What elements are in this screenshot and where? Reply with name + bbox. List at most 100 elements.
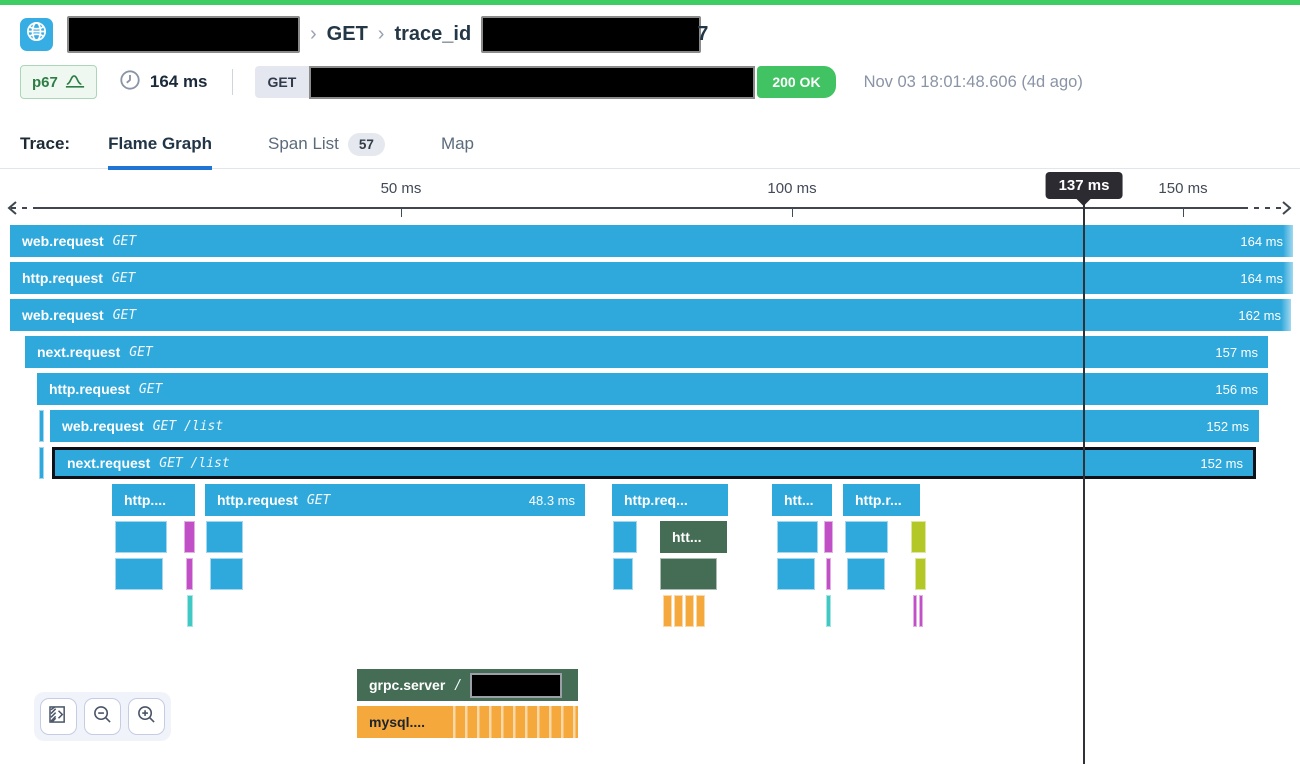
zoom-in-button[interactable] [128, 698, 165, 735]
span-bar[interactable] [777, 558, 815, 590]
span-resource: GET [112, 233, 137, 249]
zoom-out-button[interactable] [84, 698, 121, 735]
span-bar[interactable] [660, 558, 717, 590]
span-bar[interactable] [184, 521, 195, 553]
span-bar-web.request[interactable]: web.request GET /list 152 ms [50, 410, 1259, 442]
http-method-chip: GET [254, 66, 310, 98]
span-bar-next.request[interactable]: next.request GET /list 152 ms [52, 447, 1256, 479]
timeline-cursor-line[interactable] [1083, 200, 1085, 764]
clock-icon [119, 69, 141, 96]
ruler-tick-label: 150 ms [1158, 180, 1208, 197]
span-bar-htt...[interactable]: htt... [772, 484, 832, 516]
span-bar[interactable] [613, 558, 633, 590]
span-resource: GET [138, 381, 163, 397]
span-bar-http....[interactable]: http.... [112, 484, 195, 516]
span-bar[interactable] [915, 558, 926, 590]
span-bar[interactable] [826, 558, 831, 590]
tab-count-badge: 57 [347, 132, 385, 156]
span-resource: GET [111, 270, 136, 286]
span-duration: 152 ms [1200, 455, 1243, 471]
top-loading-bar [0, 0, 1300, 5]
span-bar-mysql....[interactable]: mysql.... [357, 706, 578, 738]
span-label: http.request [217, 492, 298, 508]
span-label: http.request [22, 270, 103, 286]
span-bar[interactable] [663, 595, 672, 627]
zoom-in-icon [137, 705, 156, 729]
span-duration: 162 ms [1238, 307, 1281, 323]
tab-flame-graph[interactable]: Flame Graph [108, 120, 213, 170]
status-badge: 200 OK [757, 66, 836, 98]
span-label: next.request [37, 344, 121, 360]
span-label: next.request [67, 455, 151, 471]
span-bar[interactable] [911, 521, 926, 553]
span-bar[interactable] [613, 521, 637, 553]
divider [231, 69, 233, 95]
span-bar[interactable] [919, 595, 923, 627]
span-bar[interactable] [696, 595, 705, 627]
span-bar[interactable] [913, 595, 917, 627]
span-bar-http.request[interactable]: http.request GET 164 ms [10, 262, 1293, 294]
ruler-tick-mark [401, 208, 402, 217]
span-bar[interactable] [685, 595, 694, 627]
span-resource: GET /list [159, 455, 230, 471]
trace-tabs: Trace: Flame Graph Span List 57 Map [0, 120, 1300, 170]
span-bar[interactable] [826, 595, 831, 627]
span-bar-web.request[interactable]: web.request GET 162 ms [10, 299, 1291, 331]
span-bar-web.request[interactable]: web.request GET 164 ms [10, 225, 1293, 257]
globe-icon [25, 20, 48, 48]
span-bar[interactable] [210, 558, 243, 590]
span-bar-http.req...[interactable]: http.req... [612, 484, 728, 516]
span-bar[interactable] [187, 595, 193, 627]
span-bar[interactable] [39, 447, 44, 479]
span-label: web.request [62, 418, 144, 434]
distribution-icon [65, 72, 85, 93]
tab-label: Flame Graph [108, 134, 213, 153]
span-label: web.request [22, 307, 104, 323]
span-bar[interactable] [824, 521, 833, 553]
service-app-icon[interactable] [20, 17, 53, 51]
span-bar[interactable] [845, 521, 888, 553]
collapse-panel-icon [49, 705, 68, 728]
span-label: htt... [672, 529, 702, 545]
span-bar[interactable] [115, 558, 163, 590]
span-bar[interactable] [115, 521, 167, 553]
request-timestamp: Nov 03 18:01:48.606 (4d ago) [863, 72, 1083, 91]
cursor-time-tooltip: 137 ms [1045, 172, 1123, 199]
trace-id-suffix: 7 [697, 22, 709, 45]
span-bar[interactable] [674, 595, 683, 627]
span-bar[interactable] [186, 558, 193, 590]
timeline-ruler[interactable]: 50 ms 100 ms 150 ms 137 ms [0, 170, 1300, 222]
span-duration: 156 ms [1215, 381, 1258, 397]
span-bar[interactable] [39, 410, 44, 442]
span-label: http.... [124, 492, 166, 508]
span-bar[interactable] [777, 521, 818, 553]
span-bar-grpc.server[interactable]: grpc.server / [357, 669, 578, 701]
span-bar[interactable] [847, 558, 885, 590]
span-label: grpc.server [369, 677, 446, 693]
redacted-service-name [67, 15, 300, 53]
percentile-badge[interactable]: p67 [20, 65, 97, 99]
tab-label: Map [440, 134, 475, 153]
span-duration: 164 ms [1240, 270, 1283, 286]
ruler-axis [7, 201, 1292, 215]
span-bar-next.request[interactable]: next.request GET 157 ms [25, 336, 1268, 368]
span-duration: 152 ms [1206, 418, 1249, 434]
span-bar-http.request[interactable]: http.request GET 156 ms [37, 373, 1268, 405]
span-bar-htt...[interactable]: htt... [660, 521, 727, 553]
ruler-tick-mark [792, 208, 793, 217]
tab-span-list[interactable]: Span List 57 [268, 120, 385, 169]
latency-value: 164 ms [149, 72, 208, 91]
breadcrumb-method: GET [326, 22, 368, 45]
tab-map[interactable]: Map [441, 120, 474, 169]
span-resource: GET [112, 307, 137, 323]
span-bar-http.r...[interactable]: http.r... [843, 484, 920, 516]
span-label: htt... [784, 492, 814, 508]
span-bar-http.request[interactable]: http.request GET 48.3 ms [205, 484, 585, 516]
span-bar[interactable] [206, 521, 243, 553]
collapse-panel-button[interactable] [40, 698, 77, 735]
span-label: http.r... [855, 492, 902, 508]
redacted-span-resource [470, 672, 563, 698]
request-summary-row: p67 164 ms GET 200 OK Nov 03 18:01:48.60… [20, 64, 1280, 100]
